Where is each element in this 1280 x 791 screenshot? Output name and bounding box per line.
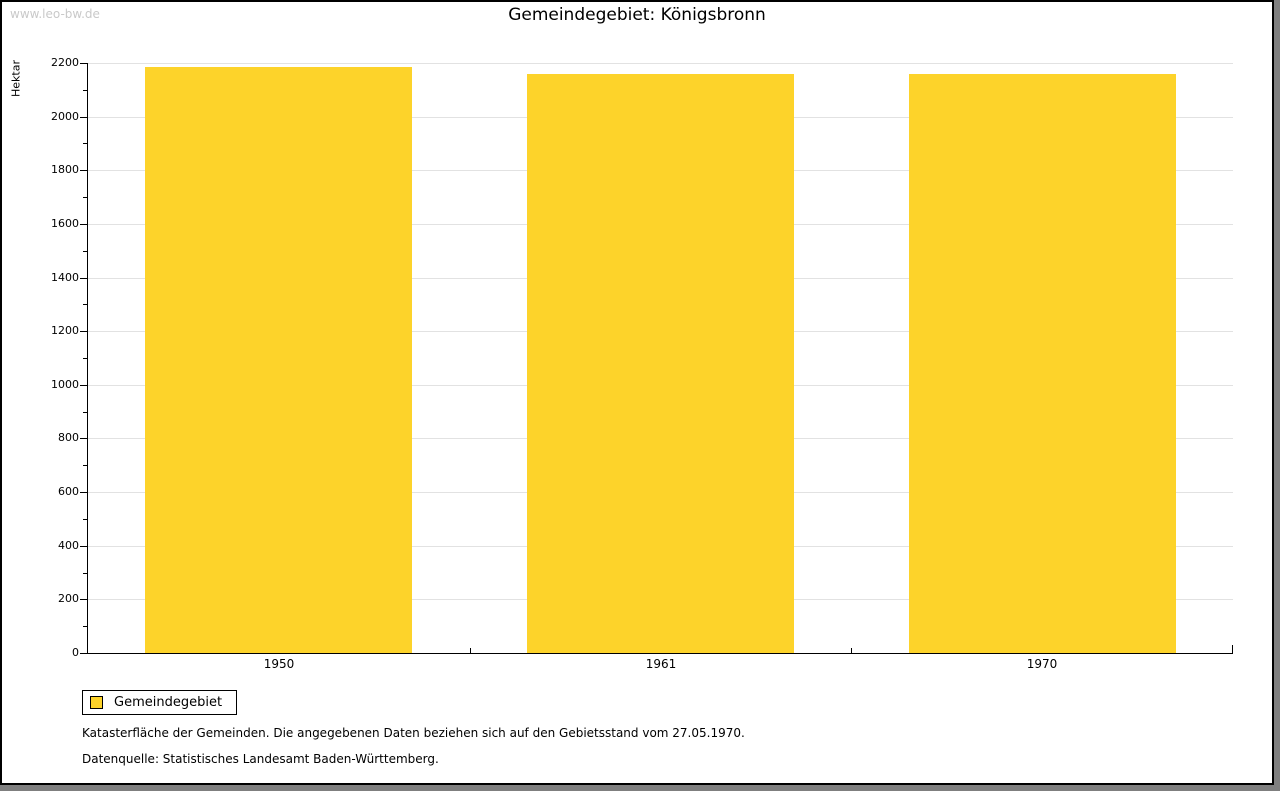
y-axis-tick-major bbox=[80, 117, 88, 118]
y-axis-tick-major bbox=[80, 385, 88, 386]
bar-1950 bbox=[145, 67, 412, 653]
y-axis-tick-minor bbox=[83, 626, 88, 627]
bar-1961 bbox=[527, 74, 794, 653]
y-axis-tick-label: 1600 bbox=[51, 217, 79, 230]
y-axis-tick-label: 600 bbox=[58, 485, 79, 498]
y-axis-tick-label: 1200 bbox=[51, 324, 79, 337]
y-axis-tick-major bbox=[80, 331, 88, 332]
y-axis-tick-major bbox=[80, 224, 88, 225]
x-axis-label-1970: 1970 bbox=[1026, 657, 1058, 671]
y-axis-tick-label: 800 bbox=[58, 431, 79, 444]
y-axis-tick-major bbox=[80, 438, 88, 439]
y-axis-tick-minor bbox=[83, 197, 88, 198]
y-axis-tick-label: 200 bbox=[58, 592, 79, 605]
y-axis-tick-minor bbox=[83, 358, 88, 359]
y-axis-tick-label: 2000 bbox=[51, 110, 79, 123]
y-axis-tick-minor bbox=[83, 251, 88, 252]
y-axis-tick-label: 400 bbox=[58, 539, 79, 552]
y-axis-tick-major bbox=[80, 63, 88, 64]
footnote-description: Katasterfläche der Gemeinden. Die angege… bbox=[82, 726, 745, 740]
bar-1970 bbox=[909, 74, 1176, 653]
x-axis-end-tick bbox=[1232, 645, 1233, 653]
chart-title: Gemeindegebiet: Königsbronn bbox=[508, 5, 766, 25]
legend-swatch-icon bbox=[90, 696, 103, 709]
y-axis-tick-minor bbox=[83, 304, 88, 305]
y-axis-tick-minor bbox=[83, 412, 88, 413]
y-axis-tick-label: 0 bbox=[72, 646, 79, 659]
y-axis-tick-minor bbox=[83, 465, 88, 466]
y-axis-tick-minor bbox=[83, 143, 88, 144]
watermark-url: www.leo-bw.de bbox=[10, 7, 100, 21]
plot-area: 0 200 400 600 800 1000 1200 1400 1600 1800 2000 220… bbox=[51, 56, 1233, 671]
x-axis-label-1950: 1950 bbox=[263, 657, 295, 671]
x-axis-label-1961: 1961 bbox=[645, 657, 677, 671]
y-axis-tick-major bbox=[80, 278, 88, 279]
y-axis-tick-major bbox=[80, 653, 88, 654]
legend-box: Gemeindegebiet bbox=[82, 690, 238, 715]
y-axis-tick-major bbox=[80, 599, 88, 600]
x-axis-tick bbox=[470, 648, 471, 653]
y-axis-tick-label: 1000 bbox=[51, 378, 79, 391]
y-axis-tick-minor bbox=[83, 573, 88, 574]
y-axis-tick-major bbox=[80, 546, 88, 547]
legend-label: Gemeindegebiet bbox=[114, 695, 223, 710]
footnote-source: Datenquelle: Statistisches Landesamt Bad… bbox=[82, 752, 439, 766]
y-axis-tick-major bbox=[80, 492, 88, 493]
y-axis-tick-major bbox=[80, 170, 88, 171]
x-axis-tick bbox=[851, 648, 852, 653]
y-axis-tick-label: 1400 bbox=[51, 271, 79, 284]
y-axis-tick-minor bbox=[83, 519, 88, 520]
y-axis-title: Hektar bbox=[9, 60, 23, 97]
y-axis-tick-label: 2200 bbox=[51, 56, 79, 69]
y-axis-tick-minor bbox=[83, 90, 88, 91]
gridline bbox=[88, 63, 1233, 64]
y-axis-tick-label: 1800 bbox=[51, 163, 79, 176]
